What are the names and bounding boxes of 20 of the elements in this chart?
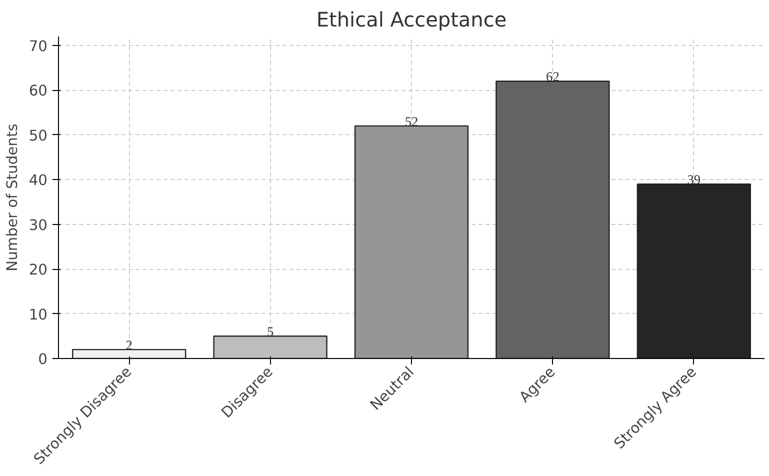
data-label: 62 xyxy=(546,69,560,84)
y-tick-label: 40 xyxy=(28,172,48,190)
y-axis-title: Number of Students xyxy=(4,124,21,272)
bar xyxy=(213,336,328,358)
data-label: 5 xyxy=(266,324,274,340)
bar xyxy=(72,348,186,358)
bar xyxy=(354,125,469,358)
y-tick-label: 20 xyxy=(28,262,48,279)
y-tick-label: 0 xyxy=(38,351,48,368)
y-tick-label: 30 xyxy=(28,216,48,234)
y-tick-label: 10 xyxy=(28,306,48,324)
data-label: 2 xyxy=(126,338,132,353)
bar xyxy=(636,183,751,358)
chart-title: Ethical Acceptance xyxy=(316,8,507,32)
y-tick-label: 70 xyxy=(28,38,48,55)
data-label: 39 xyxy=(687,172,701,188)
bar xyxy=(496,80,610,358)
y-tick-label: 60 xyxy=(28,82,48,100)
data-label: 52 xyxy=(404,114,418,129)
y-tick-label: 50 xyxy=(28,127,48,144)
